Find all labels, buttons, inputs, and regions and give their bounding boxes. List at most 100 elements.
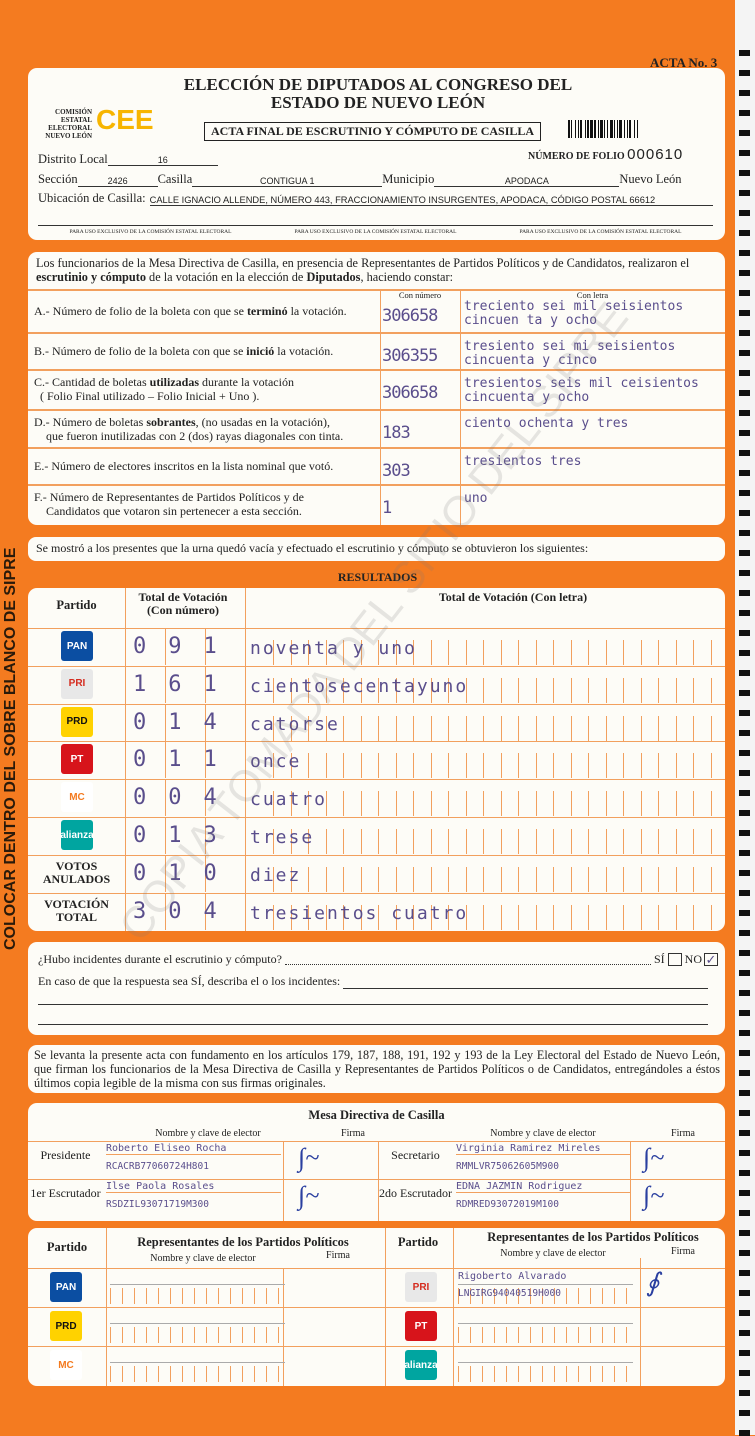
result-letter-value[interactable]: catorse [250, 713, 340, 735]
municipio-label: Municipio [382, 172, 435, 186]
incidents-question: ¿Hubo incidentes durante el escrutinio y… [38, 952, 282, 966]
col-partido: Partido [56, 598, 97, 612]
item-number-value[interactable]: 183 [382, 423, 411, 443]
result-letter-value[interactable]: trese [250, 827, 315, 848]
col-con-letra: Con letra [576, 290, 609, 300]
acta-number: ACTA No. 3 [650, 55, 718, 70]
incidents-panel: ¿Hubo incidentes durante el escrutinio y… [28, 942, 725, 1035]
rep-name-field[interactable] [110, 1271, 285, 1285]
rep-clave-field[interactable] [110, 1288, 285, 1304]
rep-name-field[interactable] [110, 1310, 285, 1324]
role-escrutador1: 1er Escrutador [30, 1186, 101, 1200]
party-logo-pt: PT [405, 1311, 437, 1341]
rep-name-field[interactable] [458, 1349, 633, 1363]
item-letter-value[interactable]: uno [464, 492, 488, 506]
folio-number: 000610 [627, 146, 684, 163]
item-letter-value[interactable]: tresiento sei mi seisientos cincuenta y … [464, 340, 676, 368]
result-number-value[interactable]: 091 [133, 634, 239, 659]
clave-presidente[interactable]: RCACRB77060724H801 [106, 1161, 209, 1172]
side-instruction: COLOCAR DENTRO DEL SOBRE BLANCO DE SIPRE [2, 547, 19, 950]
item-number-value[interactable]: 306355 [382, 346, 438, 366]
result-row: PRI 161 cientosecentayuno [28, 665, 725, 703]
results-title: RESULTADOS [337, 570, 418, 584]
form-subtitle: ACTA FINAL DE ESCRUTINIO Y CÓMPUTO DE CA… [204, 122, 542, 141]
si-checkbox[interactable] [667, 953, 682, 966]
rep-name-field[interactable]: Rigoberto Alvarado [458, 1271, 633, 1285]
distrito-label: Distrito Local [38, 152, 108, 166]
clave-escrutador1[interactable]: RSDZIL93071719M300 [106, 1199, 209, 1210]
ubicacion-label: Ubicación de Casilla: [38, 191, 146, 205]
result-letter-value[interactable]: diez [250, 864, 302, 886]
rep-name-field[interactable] [458, 1310, 633, 1324]
item-letter-value[interactable]: tresientos tres [464, 455, 582, 469]
col-total-letra: Total de Votación (Con letra) [438, 590, 588, 604]
item-letter-value[interactable]: treciento sei mil seisientos cincuen ta … [464, 300, 684, 328]
results-table: Partido Total de Votación (Con número) T… [28, 588, 725, 931]
rep-clave-field[interactable] [110, 1327, 285, 1343]
name-presidente[interactable]: Roberto Eliseo Rocha [106, 1143, 281, 1155]
clave-escrutador2[interactable]: RDMRED93072019M100 [456, 1199, 559, 1210]
result-number-value[interactable]: 011 [133, 747, 239, 773]
result-letter-value[interactable]: once [250, 751, 302, 773]
rep-signature: ∮ [646, 1268, 660, 1297]
party-logo-pan: PAN [61, 631, 93, 661]
mesa-directiva-panel: Mesa Directiva de Casilla Nombre y clave… [28, 1103, 725, 1221]
result-letter-value[interactable]: noventa y uno [250, 638, 417, 659]
result-number-value[interactable]: 004 [133, 785, 239, 811]
result-letter-value[interactable]: tresientos cuatro [250, 902, 469, 924]
name-secretario[interactable]: Virginia Ramirez Mireles [456, 1143, 631, 1155]
result-number-value[interactable]: 010 [133, 860, 239, 886]
rep-name-field[interactable] [110, 1349, 285, 1363]
casilla-label: Casilla [157, 172, 193, 186]
seccion-value: 2426 [77, 176, 158, 187]
col-con-numero: Con número [398, 290, 442, 300]
name-escrutador1[interactable]: Ilse Paola Rosales [106, 1181, 281, 1193]
rep-clave-field[interactable] [458, 1366, 633, 1382]
incidents-input[interactable] [343, 974, 708, 989]
result-row: alianza 013 trese [28, 817, 725, 854]
party-label: VOTOS ANULADOS [42, 858, 111, 886]
result-number-value[interactable]: 014 [133, 709, 239, 735]
result-row: PT 011 once [28, 741, 725, 779]
party-logo-pri-pvem: PRI [61, 668, 93, 699]
item-letter-value[interactable]: ciento ochenta y tres [464, 417, 629, 431]
signature-escrutador2: ∫~ [643, 1181, 665, 1210]
rep-clave-field[interactable]: LNGIRG94040519H000 [458, 1288, 633, 1304]
signature-secretario: ∫~ [643, 1143, 665, 1172]
item-number-value[interactable]: 1 [382, 498, 392, 518]
cee-logo: CEE [96, 104, 154, 135]
role-presidente: Presidente [40, 1148, 91, 1162]
result-row: PAN 091 noventa y uno [28, 628, 725, 665]
result-number-value[interactable]: 304 [133, 898, 239, 924]
party-logo-movimiento-ciudadano: MC [50, 1350, 82, 1380]
rep-row: MC [28, 1346, 96, 1385]
party-logo-pri-pvem: PRI [405, 1272, 437, 1302]
edge-registration-marks [735, 0, 755, 1436]
rep-row: PAN [28, 1268, 96, 1307]
result-number-value[interactable]: 013 [133, 823, 239, 848]
party-logo-alianza: alianza [404, 1350, 438, 1380]
item-label: B.- Número de folio de la boleta con que… [34, 344, 334, 358]
exclusive-use-note: PARA USO EXCLUSIVO DE LA COMISIÓN ESTATA… [294, 229, 457, 235]
item-number-value[interactable]: 306658 [382, 383, 438, 403]
title-line1: ELECCIÓN DE DIPUTADOS AL CONGRESO DEL [183, 75, 573, 94]
result-letter-value[interactable]: cientosecentayuno [250, 675, 469, 697]
org-name: COMISIÓN ESTATAL ELECTORAL NUEVO LEÓN [45, 108, 92, 140]
party-logo-prd: PRD [61, 706, 93, 737]
no-checkbox[interactable]: ✓ [704, 952, 718, 967]
item-number-value[interactable]: 306658 [382, 306, 438, 326]
result-letter-value[interactable]: cuatro [250, 789, 328, 811]
rep-row: PT [385, 1307, 453, 1346]
result-row: PRD 014 catorse [28, 703, 725, 741]
party-logo-pt: PT [61, 744, 93, 775]
result-row: VOTACIÓN TOTAL 304 tresientos cuatro [28, 892, 725, 930]
party-label: VOTACIÓN TOTAL [44, 896, 109, 924]
result-number-value[interactable]: 161 [133, 671, 239, 697]
item-letter-value[interactable]: tresientos seis mil ceisientos cincuenta… [464, 377, 699, 405]
rep-clave-field[interactable] [458, 1327, 633, 1343]
clave-secretario[interactable]: RMMLVR75062605M900 [456, 1161, 559, 1172]
item-number-value[interactable]: 303 [382, 461, 411, 481]
name-escrutador2[interactable]: EDNA JAZMIN Rodriguez [456, 1181, 631, 1193]
party-representatives-panel: Partido Representantes de los Partidos P… [28, 1228, 725, 1386]
rep-clave-field[interactable] [110, 1366, 285, 1382]
